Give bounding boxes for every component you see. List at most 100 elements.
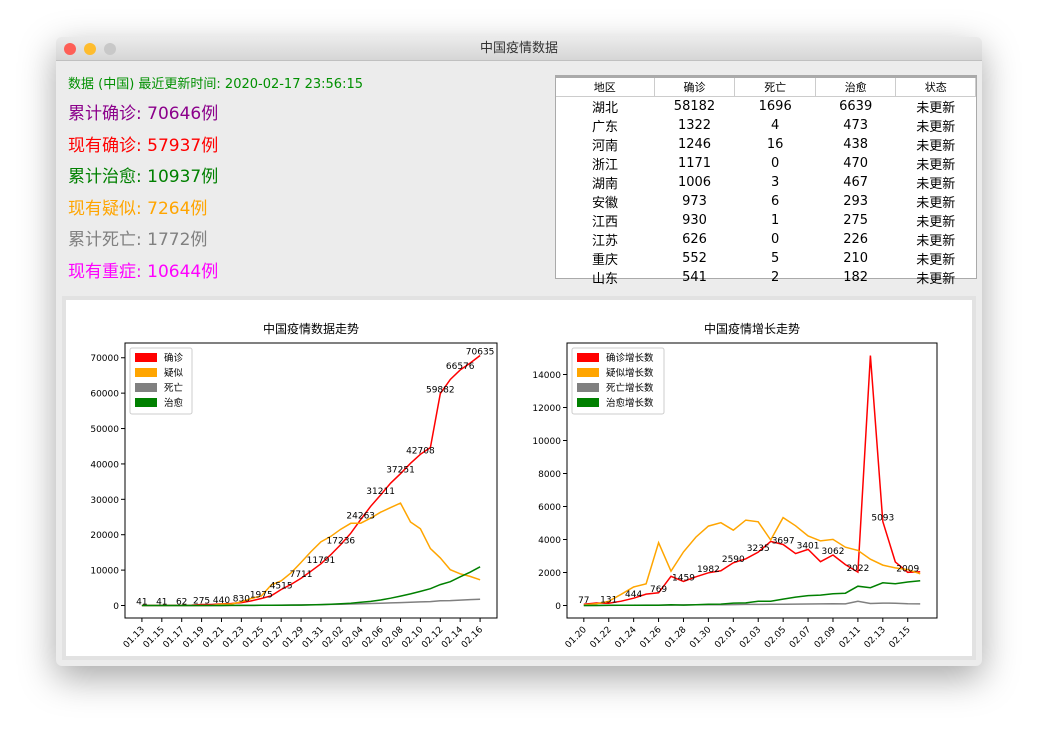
data-label: 2022 [846,564,869,574]
table-cell: 5 [771,251,780,266]
x-tick-label: 01.27 [261,625,286,650]
x-tick-label: 01.23 [221,625,246,650]
table-cell: 1322 [677,118,712,133]
y-tick-label: 0 [555,602,561,612]
x-tick-label: 02.12 [420,625,445,650]
column-header: 治愈 [815,78,897,97]
table-cell: 1 [771,213,780,228]
x-tick-label: 02.08 [380,625,405,650]
table-cell: 湖北 [592,101,619,116]
table-cell: 1171 [677,156,712,171]
table-row: 浙江 1171 0 470 未更新 [556,154,976,173]
plot-frame [124,342,498,619]
legend-label: 死亡增长数 [606,382,654,394]
legend-swatch [135,383,157,392]
table-cell: 湖南 [592,177,619,192]
y-tick-label: 12000 [532,404,561,414]
x-tick-label: 02.01 [713,625,738,650]
table-row: 广东 1322 4 473 未更新 [556,116,976,135]
stat-line: 现有疑似: 7264例 [68,198,208,219]
table-cell: 1246 [677,137,712,152]
table-cell: 438 [843,137,869,152]
table-cell: 470 [843,156,869,171]
y-tick-label: 30000 [90,496,119,506]
table-cell: 275 [843,213,869,228]
series-line [583,579,921,607]
x-tick-label: 02.09 [813,625,838,650]
data-label: 440 [213,596,230,606]
table-row: 江西 930 1 275 未更新 [556,211,976,230]
window: 中国疫情数据 数据 (中国) 最近更新时间: 2020-02-17 23:56:… [56,37,982,666]
table-cell: 未更新 [916,234,956,249]
data-label: 11791 [307,556,336,566]
legend-swatch [135,398,157,407]
stat-line: 现有重症: 10644例 [68,262,219,282]
data-label: 2590 [722,555,745,565]
zoom-button[interactable] [104,43,116,55]
legend-label: 治愈增长数 [606,397,654,409]
data-label: 1459 [672,573,695,583]
table-cell: 0 [771,232,780,247]
legend-label: 治愈 [164,397,184,409]
table-cell: 安徽 [592,196,619,211]
table-cell: 河南 [592,139,619,154]
data-label: 59882 [426,386,455,396]
x-tick-label: 01.28 [663,625,688,650]
data-label: 3062 [822,547,845,557]
y-tick-label: 20000 [90,531,119,541]
y-tick-label: 6000 [538,503,561,513]
x-tick-label: 01.26 [638,625,663,650]
table-cell: 未更新 [916,139,956,154]
data-label: 275 [193,597,210,607]
data-label: 4515 [270,582,293,592]
table-cell: 467 [843,175,869,190]
table-cell: 626 [682,232,707,247]
x-tick-label: 02.07 [788,625,813,650]
table-cell: 未更新 [916,196,956,211]
table-cell: 未更新 [916,177,956,192]
legend-swatch [577,383,599,392]
minimize-button[interactable] [84,43,96,55]
region-table: 地区 确诊 死亡 治愈 状态 湖北 58182 1696 6639 未更新 广东 1322 4 473 未更… [555,75,977,287]
data-label: 77 [578,596,589,606]
y-tick-label: 4000 [538,536,561,546]
close-button[interactable] [64,43,76,55]
data-label: 3697 [772,536,795,546]
chart-title: 中国疫情增长走势 [704,321,800,336]
stat-line: 累计死亡: 1772例 [68,230,208,251]
column-header: 确诊 [654,78,736,97]
x-tick-label: 02.16 [460,625,485,650]
x-tick-label: 01.29 [281,625,306,650]
data-label: 42708 [406,446,435,456]
table-cell: 58182 [673,99,716,114]
x-tick-label: 02.03 [738,625,763,650]
legend-label: 确诊 [164,352,184,364]
table-cell: 未更新 [916,272,956,287]
data-label: 1975 [250,591,273,601]
plot-frame [566,342,938,619]
legend-swatch [577,353,599,362]
data-label: 5093 [871,513,894,523]
y-tick-label: 10000 [90,567,119,577]
table-cell: 未更新 [916,158,956,173]
table: 地区 确诊 死亡 治愈 状态 湖北 58182 1696 6639 未更新 广东 1322 4 473 未更… [556,78,976,287]
data-label: 41 [136,597,147,607]
table-cell: 973 [682,194,707,209]
x-tick-label: 01.13 [122,625,147,650]
x-tick-label: 02.02 [321,625,346,650]
table-cell: 1696 [758,99,792,114]
table-cell: 473 [843,118,869,133]
series-line [141,566,481,607]
window-title: 中国疫情数据 [479,41,558,56]
x-tick-label: 01.30 [688,625,713,650]
legend-swatch [135,353,157,362]
x-tick-label: 02.04 [341,625,366,650]
table-cell: 552 [682,251,707,266]
y-tick-label: 14000 [532,371,561,381]
table-cell: 江苏 [592,234,619,249]
data-label: 1982 [697,565,720,575]
y-tick-label: 40000 [90,460,119,470]
table-cell: 未更新 [916,120,956,135]
table-cell: 0 [771,156,780,171]
